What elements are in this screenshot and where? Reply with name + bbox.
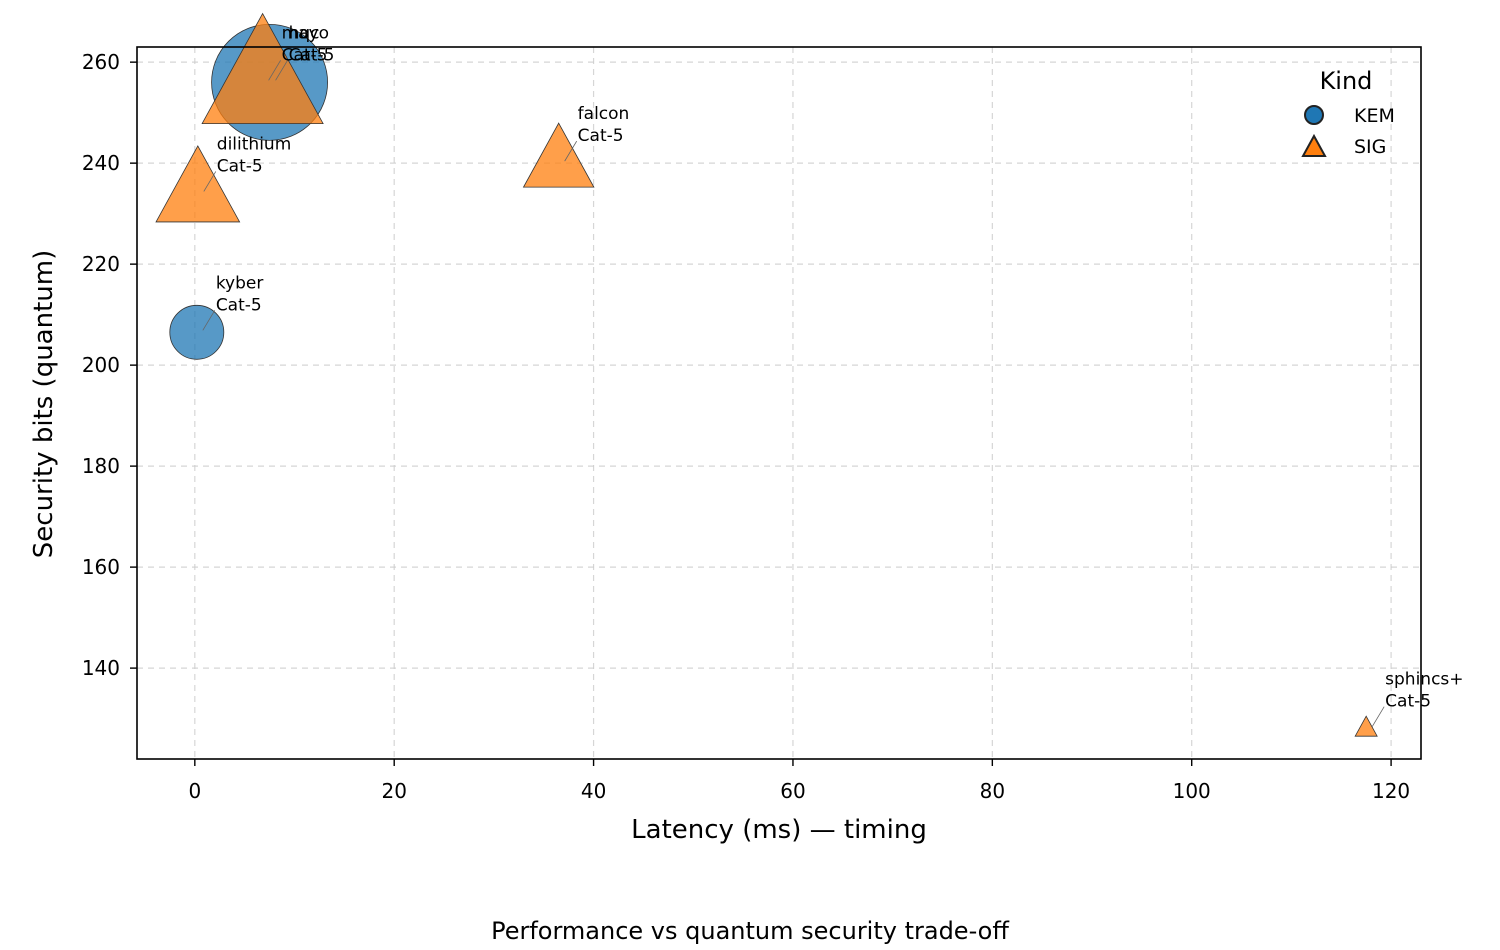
point-mayo <box>201 12 324 124</box>
annotation-name: falcon <box>578 104 630 124</box>
x-tick-label: 40 <box>581 779 606 803</box>
x-tick-label: 0 <box>188 779 201 803</box>
data-points <box>155 12 1378 737</box>
plot-frame <box>136 46 1422 760</box>
annotation-leader <box>202 310 216 331</box>
annotation-leader <box>1371 706 1385 727</box>
annotation-leader <box>564 140 578 162</box>
legend-label-sig: SIG <box>1354 136 1386 158</box>
figure-caption: Performance vs quantum security trade-of… <box>491 917 1009 945</box>
annotation-name: sphincs+ <box>1385 670 1463 690</box>
x-axis-label: Latency (ms) — timing <box>631 815 927 845</box>
annotation-name: dilithium <box>217 134 291 154</box>
annotation-category: Cat-5 <box>1385 692 1431 712</box>
x-tick-label: 20 <box>381 779 406 803</box>
legend-label-kem: KEM <box>1354 105 1395 127</box>
annotation-leader <box>275 60 288 81</box>
y-tick-label: 180 <box>82 454 120 478</box>
point-sphincs+ <box>1354 715 1378 737</box>
x-tick-label: 120 <box>1372 779 1410 803</box>
y-tick-label: 220 <box>82 252 120 276</box>
annotation-name: kyber <box>216 273 264 293</box>
grid <box>137 47 1421 759</box>
annotation-name: mayo <box>282 23 329 43</box>
annotation-category: Cat-5 <box>217 156 263 176</box>
annotation-leader <box>268 60 281 81</box>
annotation-category: Cat-5 <box>282 45 328 65</box>
legend: Kind KEM SIG <box>1301 67 1395 158</box>
y-tick-label: 160 <box>82 555 120 579</box>
y-tick-label: 140 <box>82 656 120 680</box>
point-falcon <box>522 122 595 188</box>
y-tick-label: 200 <box>82 353 120 377</box>
annotation-category: Cat-5 <box>578 126 624 146</box>
legend-title: Kind <box>1320 67 1373 95</box>
y-axis-label: Security bits (quantum) <box>29 250 59 558</box>
legend-marker-kem <box>1304 105 1324 125</box>
legend-marker-sig <box>1301 133 1327 157</box>
x-tick-label: 80 <box>980 779 1005 803</box>
annotation-name: hqc <box>289 23 320 43</box>
point-dilithium <box>155 145 241 223</box>
point-kyber <box>169 304 225 360</box>
annotation-leader <box>203 171 217 192</box>
x-axis-ticks: 0 20 40 60 80 100 120 <box>188 759 1410 803</box>
annotation-category: Cat-5 <box>216 295 262 315</box>
y-axis-ticks: 140 160 180 200 220 240 260 <box>82 50 137 680</box>
x-tick-label: 60 <box>780 779 805 803</box>
y-tick-label: 240 <box>82 151 120 175</box>
x-tick-label: 100 <box>1173 779 1211 803</box>
y-tick-label: 260 <box>82 50 120 74</box>
point-annotations: hqcCat-5kyberCat-5mayoCat-5dilithiumCat-… <box>202 23 1464 727</box>
annotation-category: Cat-5 <box>289 45 335 65</box>
